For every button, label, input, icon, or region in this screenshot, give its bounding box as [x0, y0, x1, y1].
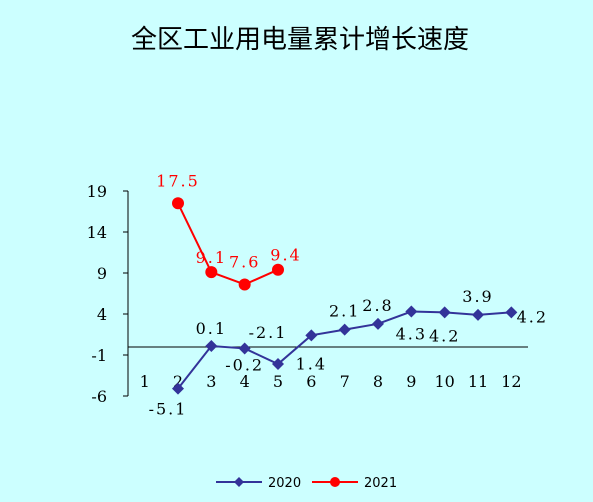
x-tick-label: 5 [273, 372, 283, 391]
data-point-2020 [272, 358, 284, 371]
data-point-2020 [372, 317, 384, 330]
x-tick-label: 2 [173, 372, 183, 391]
y-tick-label: 14 [87, 223, 107, 242]
data-label-2020: 4.2 [429, 326, 460, 345]
x-axis-ticks: 1 2 3 4 5 6 7 8 9 10 11 12 [140, 372, 522, 391]
data-point-2020 [438, 306, 451, 319]
legend-label-2021: 2021 [364, 476, 397, 491]
data-label-2021: 7.6 [229, 252, 260, 271]
data-label-2021: 9.4 [270, 246, 301, 265]
data-label-2020: 4.2 [517, 307, 548, 326]
data-point-2020 [505, 306, 518, 319]
data-point-2021 [272, 263, 284, 276]
x-tick-label: 9 [406, 372, 416, 391]
series-2020: -5.10.1-0.2-2.11.42.1 2.84.3 4.23.94.2 [149, 287, 548, 419]
x-tick-label: 10 [434, 372, 454, 391]
data-point-2020 [172, 382, 184, 395]
data-point-2020 [472, 308, 484, 321]
data-label-2020: 2.1 [329, 302, 360, 321]
data-label-2021: 9.1 [196, 248, 227, 267]
y-tick-label: -6 [91, 387, 107, 406]
series-2021: 17.5 9.1 7.6 9.4 [156, 171, 301, 291]
data-point-2020 [238, 342, 251, 355]
data-point-2020 [305, 329, 318, 342]
legend-marker-2021 [330, 477, 340, 487]
data-point-2020 [205, 339, 218, 352]
data-label-2020: 2.8 [362, 296, 393, 315]
data-label-2020: 3.9 [462, 287, 493, 306]
x-tick-label: 1 [140, 372, 150, 391]
data-label-2020: 1.4 [296, 354, 327, 373]
data-point-2021 [205, 266, 218, 279]
series-line-2021 [177, 202, 279, 286]
legend-label-2020: 2020 [268, 476, 301, 491]
y-tick-label: 9 [97, 264, 107, 283]
x-tick-label: 3 [206, 372, 216, 391]
x-tick-label: 11 [468, 372, 488, 391]
y-tick-label: 4 [97, 305, 107, 324]
data-point-2020 [338, 323, 351, 336]
x-tick-label: 6 [306, 372, 316, 391]
x-tick-label: 8 [373, 372, 383, 391]
data-label-2020: 4.3 [396, 325, 427, 344]
legend-marker-2020 [234, 477, 244, 487]
x-tick-label: 4 [240, 372, 250, 391]
series-layer: -5.10.1-0.2-2.11.42.1 2.84.3 4.23.94.217.5… [149, 171, 548, 419]
chart-title: 全区工业用电量累计增长速度 [131, 25, 469, 55]
y-tick-label: 19 [87, 182, 107, 201]
data-label-2020: -0.2 [225, 355, 264, 374]
data-label-2020: -5.1 [149, 400, 188, 419]
x-tick-label: 12 [501, 372, 521, 391]
data-label-2020: 0.1 [196, 319, 227, 338]
x-tick-label: 7 [340, 372, 350, 391]
y-tick-label: -1 [91, 346, 107, 365]
data-point-2020 [405, 305, 418, 318]
data-point-2021 [172, 197, 184, 210]
legend: 2020 2021 [216, 476, 397, 491]
data-point-2021 [238, 278, 251, 291]
data-label-2021: 17.5 [156, 171, 200, 190]
y-axis-ticks: 19 14 9 4 -1 -6 [87, 182, 128, 406]
data-label-2020: -2.1 [249, 323, 288, 342]
